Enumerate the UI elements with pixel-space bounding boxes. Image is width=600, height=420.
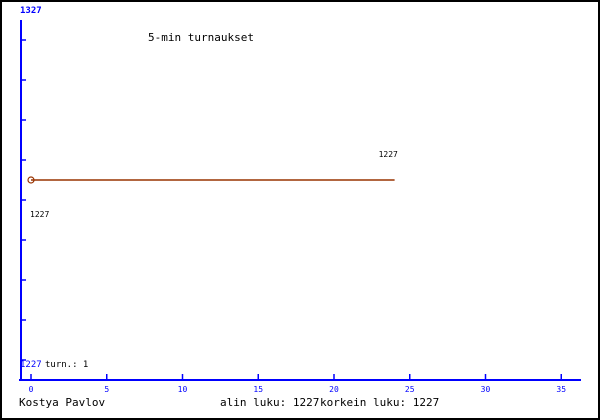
footer-max: korkein luku: 1227 (320, 396, 439, 409)
data-label: 1227 (30, 210, 49, 219)
x-tick-label: 10 (178, 385, 188, 394)
data-label: 1227 (379, 150, 398, 159)
x-tick-label: 25 (405, 385, 415, 394)
count-label: turn.: 1 (45, 360, 88, 370)
x-tick-label: 35 (556, 385, 566, 394)
x-tick-label: 15 (253, 385, 263, 394)
x-tick-label: 0 (29, 385, 34, 394)
x-tick-label: 20 (329, 385, 339, 394)
y-top-label: 1327 (20, 6, 42, 16)
chart-title: 5-min turnaukset (148, 31, 254, 44)
footer-author: Kostya Pavlov (19, 396, 105, 409)
x-tick-label: 30 (481, 385, 491, 394)
footer-min: alin luku: 1227 (220, 396, 319, 409)
y-bottom-label: 1227 (20, 360, 42, 370)
data-point (27, 176, 35, 184)
x-tick-label: 5 (104, 385, 109, 394)
